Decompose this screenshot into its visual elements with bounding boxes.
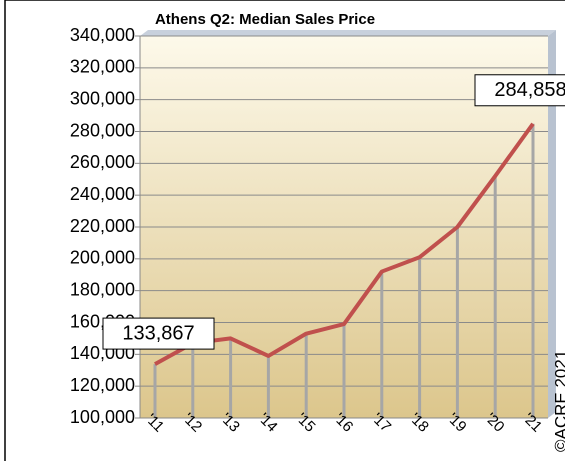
plot-top-edge: [140, 30, 556, 36]
data-label-box: [102, 317, 215, 350]
series-line: [154, 122, 535, 366]
y-tick-label: 220,000: [70, 216, 135, 236]
y-tick-label: 200,000: [70, 248, 135, 268]
watermark: ©ACRE 2021: [551, 350, 565, 452]
y-tick-label: 340,000: [70, 25, 135, 45]
y-tick-label: 240,000: [70, 184, 135, 204]
chart-title: Athens Q2: Median Sales Price: [155, 11, 375, 28]
y-tick-label: 180,000: [70, 279, 135, 299]
data-label-box: [474, 74, 565, 107]
y-tick-label: 100,000: [70, 407, 135, 427]
plot-side-edge: [548, 30, 556, 418]
data-label: 133,867: [122, 322, 194, 344]
data-label: 284,858: [494, 79, 565, 101]
y-tick-label: 260,000: [70, 152, 135, 172]
y-tick-label: 300,000: [70, 88, 135, 108]
chart-border: [4, 0, 565, 461]
y-tick-label: 120,000: [70, 375, 135, 395]
y-tick-label: 280,000: [70, 120, 135, 140]
y-tick-label: 320,000: [70, 57, 135, 77]
